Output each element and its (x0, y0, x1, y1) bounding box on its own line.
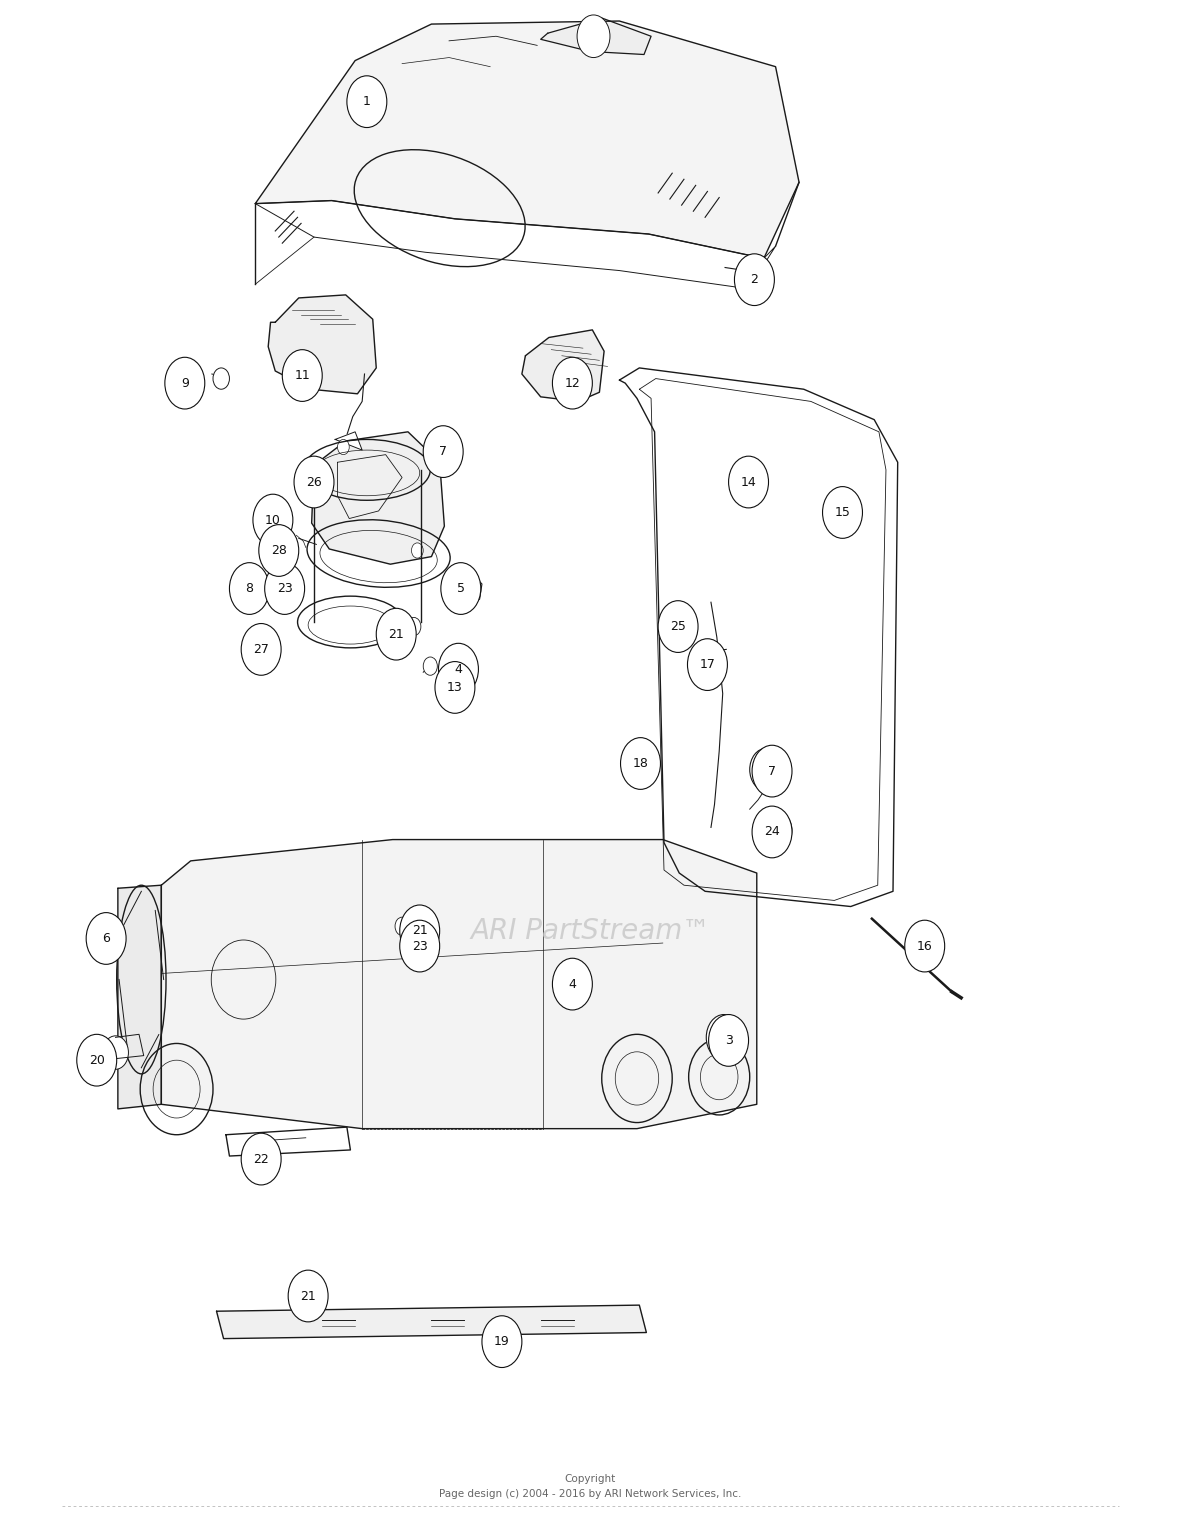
Circle shape (439, 643, 478, 695)
Circle shape (552, 357, 592, 409)
Circle shape (395, 918, 409, 936)
Circle shape (103, 1035, 129, 1069)
Circle shape (577, 15, 610, 58)
Circle shape (376, 608, 417, 660)
Text: 12: 12 (564, 377, 581, 389)
Text: 21: 21 (388, 628, 404, 641)
Circle shape (229, 562, 269, 614)
Text: ARI PartStream™: ARI PartStream™ (470, 916, 710, 945)
Circle shape (306, 1283, 322, 1304)
Polygon shape (118, 886, 162, 1109)
Circle shape (414, 913, 428, 931)
Circle shape (288, 1270, 328, 1322)
Circle shape (552, 959, 592, 1009)
Text: 7: 7 (439, 444, 447, 458)
Text: 3: 3 (725, 1034, 733, 1048)
Polygon shape (162, 840, 756, 1128)
Circle shape (424, 657, 438, 675)
Circle shape (412, 544, 424, 557)
Polygon shape (335, 432, 362, 450)
Circle shape (424, 426, 464, 478)
Text: 26: 26 (306, 475, 322, 489)
Text: Page design (c) 2004 - 2016 by ARI Network Services, Inc.: Page design (c) 2004 - 2016 by ARI Netwo… (439, 1489, 741, 1500)
Text: 4: 4 (454, 663, 463, 675)
Circle shape (214, 368, 229, 389)
Text: 24: 24 (765, 826, 780, 838)
Circle shape (481, 1316, 522, 1368)
Text: 16: 16 (917, 939, 932, 953)
Text: 18: 18 (632, 757, 649, 770)
Circle shape (630, 744, 651, 771)
Circle shape (86, 913, 126, 965)
Text: 8: 8 (245, 582, 254, 596)
Circle shape (294, 457, 334, 508)
Text: 27: 27 (254, 643, 269, 657)
Text: 22: 22 (254, 1153, 269, 1165)
Circle shape (658, 600, 699, 652)
Circle shape (253, 495, 293, 547)
Text: 1: 1 (363, 95, 371, 108)
Circle shape (282, 350, 322, 402)
Circle shape (400, 906, 440, 957)
Text: 4: 4 (569, 977, 576, 991)
Circle shape (435, 661, 474, 713)
Text: 21: 21 (300, 1289, 316, 1303)
Circle shape (734, 253, 774, 305)
Polygon shape (540, 18, 651, 55)
Text: Copyright: Copyright (564, 1474, 616, 1484)
Circle shape (258, 525, 299, 576)
Circle shape (264, 562, 304, 614)
Polygon shape (268, 295, 376, 394)
Text: 23: 23 (412, 939, 427, 953)
Circle shape (400, 921, 440, 973)
Circle shape (905, 921, 945, 973)
Circle shape (621, 738, 661, 789)
Circle shape (749, 748, 782, 791)
Polygon shape (255, 21, 799, 258)
Circle shape (241, 623, 281, 675)
Circle shape (347, 76, 387, 128)
Circle shape (688, 638, 727, 690)
Circle shape (763, 812, 792, 849)
Text: 13: 13 (447, 681, 463, 693)
Text: 17: 17 (700, 658, 715, 670)
Circle shape (441, 562, 480, 614)
Text: 25: 25 (670, 620, 686, 634)
Circle shape (677, 608, 691, 626)
Text: 11: 11 (294, 370, 310, 382)
Circle shape (283, 571, 297, 589)
Circle shape (752, 806, 792, 858)
Circle shape (241, 1133, 281, 1185)
Text: 14: 14 (741, 475, 756, 489)
Text: 21: 21 (412, 924, 427, 938)
Circle shape (337, 440, 349, 455)
Polygon shape (312, 432, 445, 563)
Circle shape (709, 1014, 748, 1066)
Text: 15: 15 (834, 505, 851, 519)
Text: 7: 7 (768, 765, 776, 777)
Text: 9: 9 (181, 377, 189, 389)
Circle shape (752, 745, 792, 797)
Text: 10: 10 (266, 513, 281, 527)
Circle shape (419, 928, 433, 947)
Text: 23: 23 (277, 582, 293, 596)
Text: 5: 5 (457, 582, 465, 596)
Polygon shape (216, 1306, 647, 1339)
Polygon shape (522, 330, 604, 402)
Circle shape (822, 487, 863, 539)
Circle shape (728, 457, 768, 508)
Circle shape (165, 357, 205, 409)
Circle shape (77, 1034, 117, 1086)
Text: 20: 20 (88, 1054, 105, 1067)
Text: 2: 2 (750, 273, 759, 286)
Circle shape (407, 617, 421, 635)
Text: 19: 19 (494, 1335, 510, 1348)
Text: 28: 28 (271, 544, 287, 557)
Circle shape (707, 1014, 741, 1060)
Text: 6: 6 (103, 931, 110, 945)
